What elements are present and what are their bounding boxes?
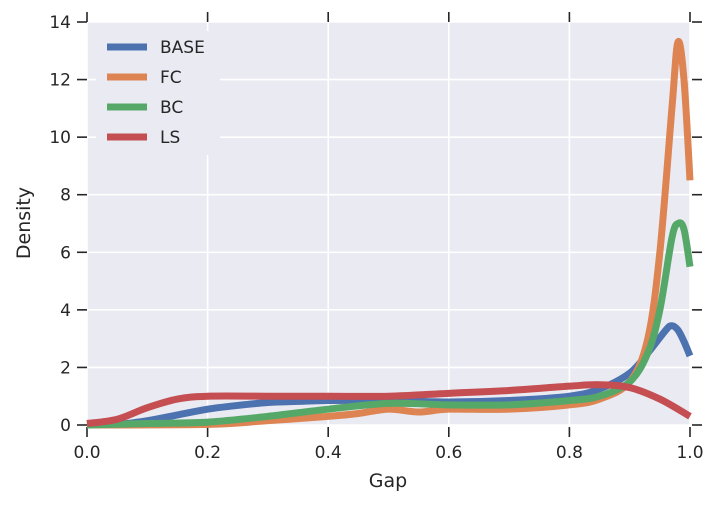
x-tick-label: 0.6 [435, 443, 462, 463]
series-line-ls [86, 381, 692, 428]
series-line-fc [86, 37, 694, 429]
y-tick-label: 4 [60, 301, 71, 321]
x-tick-label: 0.0 [73, 443, 100, 463]
legend-label: LS [160, 128, 180, 148]
legend-label: BC [160, 98, 183, 118]
y-tick-label: 2 [60, 358, 71, 378]
x-tick-label: 0.2 [194, 443, 221, 463]
x-tick-label: 0.8 [556, 443, 583, 463]
x-axis-label: Gap [369, 470, 407, 492]
x-tick-label: 0.4 [315, 443, 342, 463]
y-axis-label: Density [13, 187, 35, 259]
x-tick-label: 1.0 [676, 443, 703, 463]
y-tick-label: 12 [49, 71, 71, 91]
y-tick-label: 8 [60, 186, 71, 206]
y-tick-label: 10 [49, 128, 71, 148]
y-tick-label: 14 [49, 13, 71, 33]
series-line-bc [86, 219, 694, 429]
legend-label: BASE [160, 38, 205, 58]
legend-label: FC [160, 68, 182, 88]
y-tick-label: 0 [60, 416, 71, 436]
y-tick-label: 6 [60, 243, 71, 263]
